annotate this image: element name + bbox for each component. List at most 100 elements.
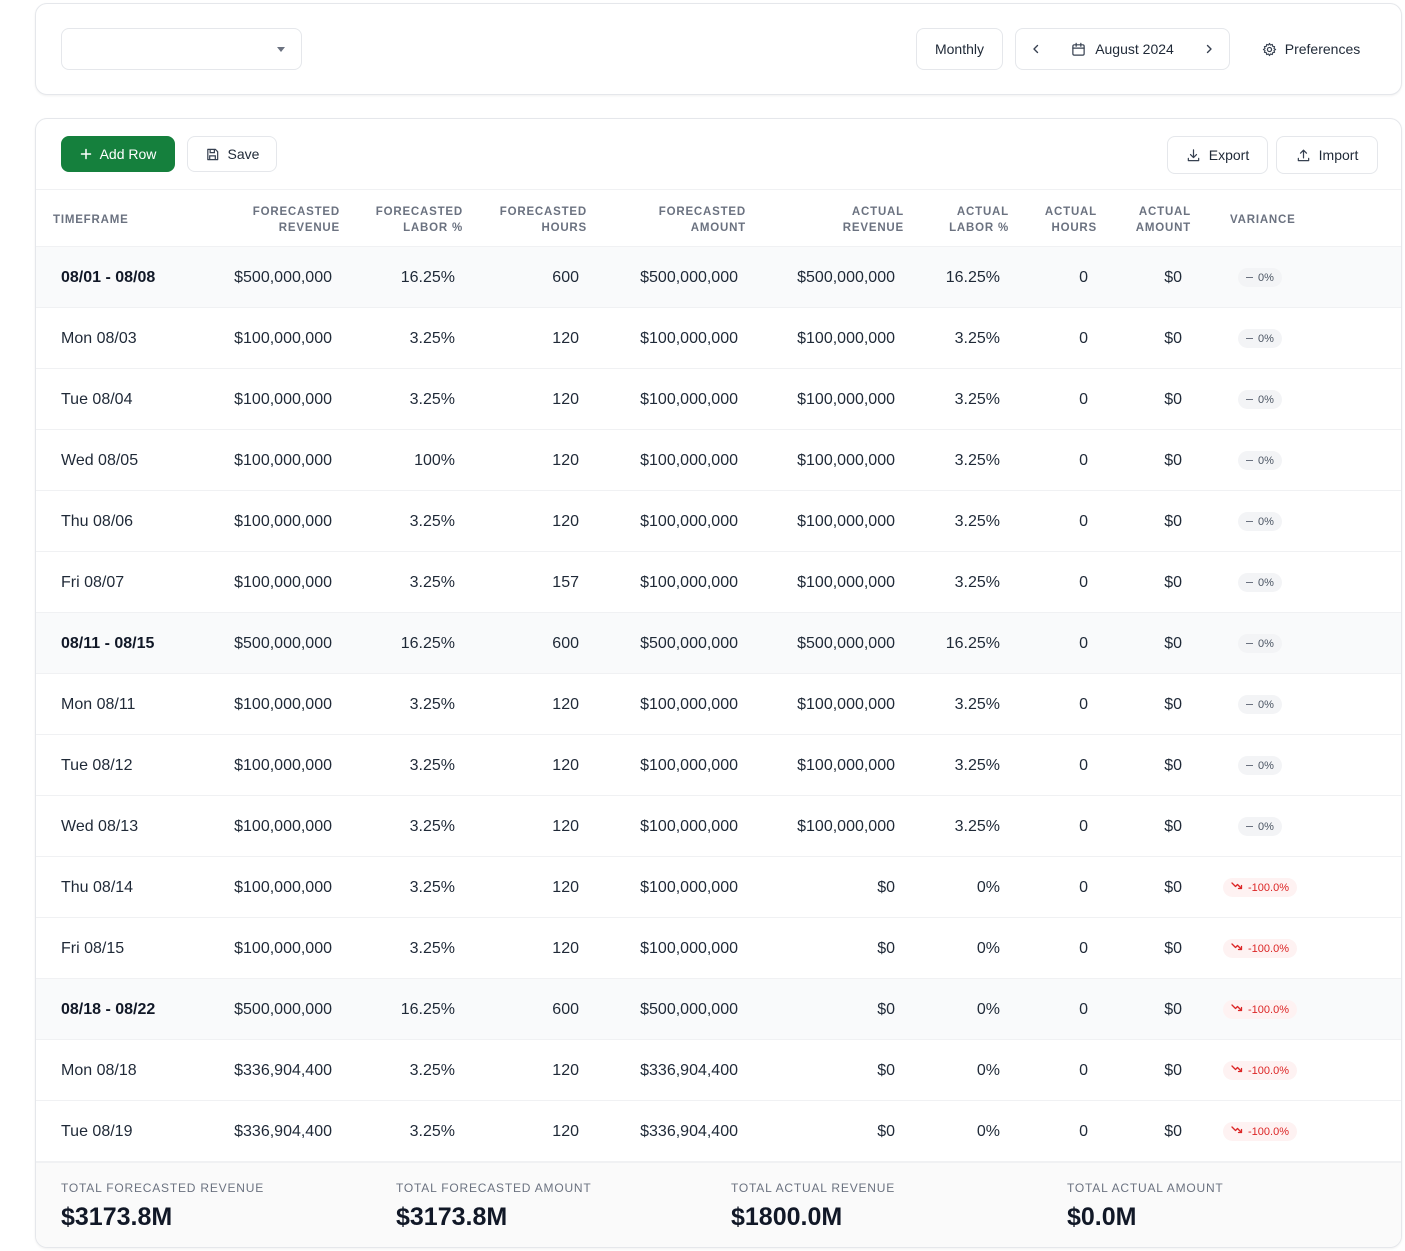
chevron-right-icon[interactable] (1203, 43, 1215, 55)
trend-down-icon (1231, 1125, 1243, 1138)
cell-forecasted-revenue: $100,000,000 (234, 513, 332, 530)
preferences-button[interactable]: Preferences (1246, 28, 1376, 70)
month-picker[interactable]: August 2024 (1071, 41, 1174, 57)
table-row[interactable]: Fri 08/15 $100,000,000 3.25% 120 $100,000,00… (36, 918, 1401, 979)
cell-forecasted-labor: 16.25% (400, 269, 455, 286)
cell-actual-hours: 0 (1079, 635, 1088, 652)
trend-down-icon (1231, 942, 1243, 955)
table-group-row[interactable]: 08/01 - 08/08 $500,000,000 16.25% 600 $500,0… (36, 247, 1401, 308)
column-header-timeframe[interactable]: TIMEFRAME (53, 214, 129, 226)
column-header-actual-amount[interactable]: ACTUAL AMOUNT (1135, 206, 1191, 234)
column-header-forecasted-amount[interactable]: FORECASTED AMOUNT (658, 206, 746, 234)
cell-actual-labor: 3.25% (954, 391, 1000, 408)
variance-value: -100.0% (1248, 1003, 1289, 1016)
dash-icon (1246, 764, 1253, 767)
table-row[interactable]: Mon 08/03 $100,000,000 3.25% 120 $100,000,00… (36, 308, 1401, 369)
dash-icon (1246, 642, 1253, 645)
variance-badge: 0% (1238, 329, 1282, 348)
cell-actual-hours: 0 (1079, 513, 1088, 530)
table-row[interactable]: Tue 08/19 $336,904,400 3.25% 120 $336,904,40… (36, 1101, 1401, 1162)
cell-actual-labor: 0% (976, 1001, 1000, 1018)
table-row[interactable]: Wed 08/05 $100,000,000 100% 120 $100,000,000… (36, 430, 1401, 491)
chevron-down-icon (277, 47, 285, 52)
cell-timeframe: 08/01 - 08/08 (61, 269, 156, 286)
dash-icon (1246, 703, 1253, 706)
cell-actual-revenue: $100,000,000 (797, 330, 895, 347)
table-row[interactable]: Fri 08/07 $100,000,000 3.25% 157 $100,000,00… (36, 552, 1401, 613)
export-button[interactable]: Export (1167, 136, 1268, 174)
cell-timeframe: Fri 08/07 (61, 574, 125, 591)
add-row-button[interactable]: Add Row (61, 136, 175, 172)
table-row[interactable]: Thu 08/14 $100,000,000 3.25% 120 $100,000,00… (36, 857, 1401, 918)
cell-actual-revenue: $0 (877, 1062, 895, 1079)
variance-badge: 0% (1238, 817, 1282, 836)
dash-icon (1246, 276, 1253, 279)
cell-forecasted-labor: 3.25% (409, 696, 455, 713)
variance-badge: 0% (1238, 756, 1282, 775)
cell-actual-labor: 0% (976, 940, 1000, 957)
cell-forecasted-amount: $100,000,000 (640, 757, 738, 774)
cell-actual-amount: $0 (1164, 940, 1182, 957)
forecast-table-card: Add Row Save Export Import TIMEFRAME FOR… (35, 118, 1402, 1248)
cell-timeframe: 08/11 - 08/15 (61, 635, 155, 652)
total-actual-amount: TOTAL ACTUAL AMOUNT $0.0M (1067, 1181, 1224, 1232)
cell-forecasted-amount: $100,000,000 (640, 879, 738, 896)
import-button[interactable]: Import (1276, 136, 1378, 174)
column-header-variance[interactable]: VARIANCE (1230, 214, 1296, 226)
variance-value: 0% (1258, 515, 1274, 528)
cell-actual-amount: $0 (1164, 574, 1182, 591)
import-label: Import (1318, 147, 1359, 163)
cell-actual-labor: 3.25% (954, 757, 1000, 774)
table-row[interactable]: Thu 08/06 $100,000,000 3.25% 120 $100,000,00… (36, 491, 1401, 552)
table-row[interactable]: Tue 08/12 $100,000,000 3.25% 120 $100,000,00… (36, 735, 1401, 796)
variance-value: 0% (1258, 271, 1274, 284)
cell-forecasted-hours: 120 (552, 1123, 579, 1140)
plus-icon (80, 148, 92, 160)
save-button[interactable]: Save (187, 136, 277, 172)
table-row[interactable]: Wed 08/13 $100,000,000 3.25% 120 $100,000,00… (36, 796, 1401, 857)
save-label: Save (227, 146, 260, 162)
variance-badge: -100.0% (1223, 878, 1297, 897)
table-row[interactable]: Tue 08/04 $100,000,000 3.25% 120 $100,000,00… (36, 369, 1401, 430)
column-header-actual-labor[interactable]: ACTUAL LABOR % (949, 206, 1009, 234)
cell-forecasted-revenue: $336,904,400 (234, 1123, 332, 1140)
cell-forecasted-labor: 100% (414, 452, 455, 469)
preferences-label: Preferences (1284, 41, 1361, 57)
table-row[interactable]: Mon 08/18 $336,904,400 3.25% 120 $336,904,40… (36, 1040, 1401, 1101)
column-header-forecasted-hours[interactable]: FORECASTED HOURS (499, 206, 587, 234)
cell-actual-revenue: $0 (877, 1123, 895, 1140)
cell-forecasted-revenue: $500,000,000 (234, 269, 332, 286)
period-button[interactable]: Monthly (916, 28, 1003, 70)
cell-forecasted-hours: 600 (552, 635, 579, 652)
export-label: Export (1208, 147, 1250, 163)
cell-actual-amount: $0 (1164, 330, 1182, 347)
cell-actual-revenue: $100,000,000 (797, 391, 895, 408)
cell-actual-labor: 3.25% (954, 513, 1000, 530)
column-header-actual-hours[interactable]: ACTUAL HOURS (1044, 206, 1097, 234)
location-select[interactable] (61, 28, 302, 70)
dash-icon (1246, 520, 1253, 523)
table-group-row[interactable]: 08/11 - 08/15 $500,000,000 16.25% 600 $500,0… (36, 613, 1401, 674)
table-group-row[interactable]: 08/18 - 08/22 $500,000,000 16.25% 600 $500,0… (36, 979, 1401, 1040)
dash-icon (1246, 459, 1253, 462)
stat-value: $0.0M (1067, 1203, 1137, 1231)
cell-forecasted-labor: 3.25% (409, 1062, 455, 1079)
variance-value: -100.0% (1248, 1064, 1289, 1077)
cell-actual-hours: 0 (1079, 269, 1088, 286)
download-icon (1186, 148, 1201, 163)
total-forecasted-amount: TOTAL FORECASTED AMOUNT $3173.8M (396, 1181, 592, 1232)
cell-forecasted-labor: 3.25% (409, 513, 455, 530)
cell-actual-labor: 16.25% (945, 269, 1000, 286)
cell-actual-hours: 0 (1079, 1062, 1088, 1079)
cell-timeframe: Fri 08/15 (61, 940, 125, 957)
cell-forecasted-hours: 120 (552, 818, 579, 835)
cell-timeframe: Tue 08/19 (61, 1123, 133, 1140)
column-header-forecasted-revenue[interactable]: FORECASTED REVENUE (252, 206, 340, 234)
column-header-actual-revenue[interactable]: ACTUAL REVENUE (842, 206, 904, 234)
chevron-left-icon[interactable] (1030, 43, 1042, 55)
variance-badge: 0% (1238, 512, 1282, 531)
trend-down-icon (1231, 1064, 1243, 1077)
table-row[interactable]: Mon 08/11 $100,000,000 3.25% 120 $100,000,00… (36, 674, 1401, 735)
variance-badge: -100.0% (1223, 1122, 1297, 1141)
column-header-forecasted-labor[interactable]: FORECASTED LABOR % (375, 206, 463, 234)
